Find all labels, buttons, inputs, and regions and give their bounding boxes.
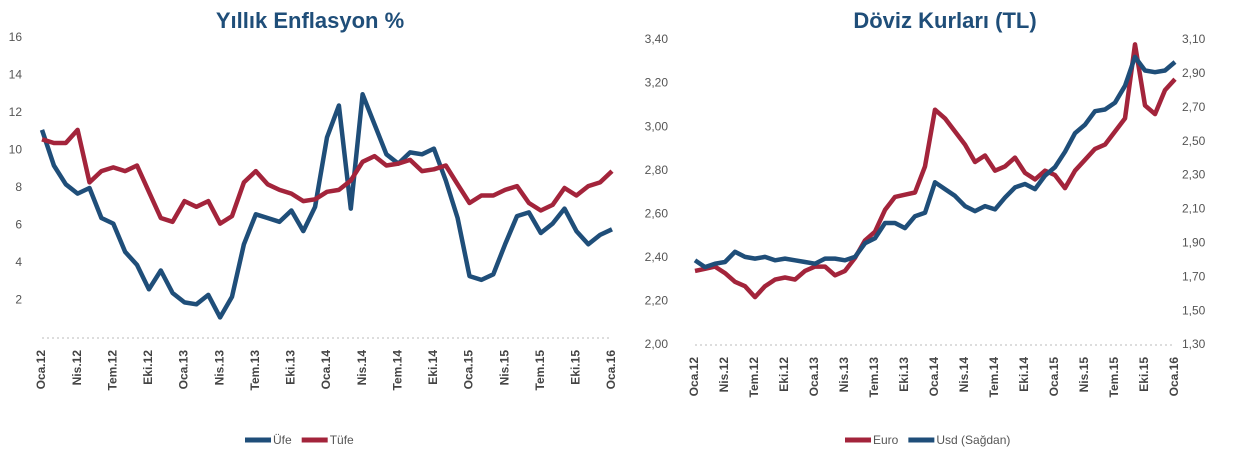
x-tick-label: Nis.13	[212, 350, 226, 386]
x-tick-label: Eki.14	[1017, 357, 1031, 392]
x-tick-label: Tem.15	[533, 350, 547, 391]
y2-tick-label: 2,70	[1182, 100, 1206, 114]
series-line	[41, 127, 614, 226]
y-tick-label: 2,60	[645, 206, 669, 220]
x-tick-label: Nis.12	[70, 350, 84, 386]
x-tick-label: Eki.13	[284, 350, 298, 385]
x-tick-label: Tem.14	[390, 350, 404, 391]
x-tick-label: Oca.13	[177, 350, 191, 390]
x-tick-label: Oca.15	[1047, 357, 1061, 397]
y2-tick-label: 3,10	[1182, 32, 1206, 46]
x-tick-label: Nis.14	[355, 350, 369, 386]
x-tick-label: Oca.13	[807, 357, 821, 397]
x-tick-label: Tem.13	[248, 350, 262, 391]
y-tick-label: 3,20	[645, 76, 669, 90]
x-tick-label: Nis.15	[1077, 357, 1091, 393]
x-tick-label: Oca.16	[604, 350, 618, 390]
y2-tick-label: 2,50	[1182, 134, 1206, 148]
chart-title: Yıllık Enflasyon %	[216, 8, 404, 33]
x-tick-label: Oca.12	[687, 357, 701, 397]
y-tick-label: 12	[9, 105, 23, 119]
y2-tick-label: 2,10	[1182, 202, 1206, 216]
y-tick-label: 3,40	[645, 32, 669, 46]
y-tick-label: 2,80	[645, 163, 669, 177]
x-tick-label: Tem.12	[105, 350, 119, 391]
y-tick-label: 8	[15, 180, 22, 194]
y-tick-label: 2,00	[645, 337, 669, 351]
series-line	[39, 92, 613, 320]
y2-tick-label: 2,30	[1182, 168, 1206, 182]
y-tick-label: 2,20	[645, 294, 669, 308]
x-tick-label: Eki.15	[1137, 357, 1151, 392]
x-tick-label: Oca.16	[1167, 357, 1181, 397]
x-tick-label: Oca.12	[34, 350, 48, 390]
legend-label: Euro	[873, 433, 899, 447]
y-tick-label: 14	[9, 68, 23, 82]
x-tick-label: Tem.15	[1107, 357, 1121, 398]
y-tick-label: 2	[15, 293, 22, 307]
y-tick-label: 4	[15, 255, 22, 269]
y-tick-label: 6	[15, 218, 22, 232]
x-tick-label: Nis.13	[837, 357, 851, 393]
x-tick-label: Tem.13	[867, 357, 881, 398]
legend-label: Üfe	[273, 433, 292, 447]
y-tick-label: 10	[9, 143, 23, 157]
y2-tick-label: 2,90	[1182, 66, 1206, 80]
x-tick-label: Oca.14	[319, 350, 333, 390]
series-line	[693, 54, 1177, 270]
y2-tick-label: 1,30	[1182, 337, 1206, 351]
x-tick-label: Eki.12	[777, 357, 791, 392]
y-tick-label: 2,40	[645, 250, 669, 264]
x-tick-label: Tem.14	[987, 357, 1001, 398]
x-tick-label: Nis.15	[497, 350, 511, 386]
x-tick-label: Tem.12	[747, 357, 761, 398]
x-tick-label: Oca.14	[927, 357, 941, 397]
series-line	[694, 42, 1177, 300]
y2-tick-label: 1,90	[1182, 236, 1206, 250]
chart-title: Döviz Kurları (TL)	[853, 8, 1036, 33]
y-tick-label: 3,00	[645, 119, 669, 133]
legend-label: Tüfe	[330, 433, 354, 447]
x-tick-label: Eki.15	[569, 350, 583, 385]
x-tick-label: Eki.12	[141, 350, 155, 385]
x-tick-label: Nis.14	[957, 357, 971, 393]
y2-tick-label: 1,70	[1182, 269, 1206, 283]
x-tick-label: Nis.12	[717, 357, 731, 393]
x-tick-label: Eki.13	[897, 357, 911, 392]
x-tick-label: Eki.14	[426, 350, 440, 385]
x-tick-label: Oca.15	[462, 350, 476, 390]
y2-tick-label: 1,50	[1182, 303, 1206, 317]
legend-label: Usd (Sağdan)	[936, 433, 1010, 447]
y-tick-label: 16	[9, 30, 23, 44]
